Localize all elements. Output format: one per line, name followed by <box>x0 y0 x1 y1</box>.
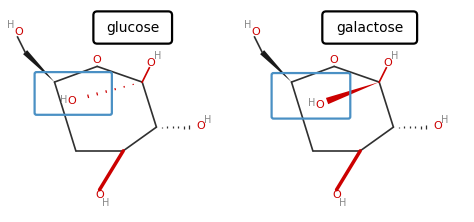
FancyBboxPatch shape <box>93 11 172 44</box>
Text: O: O <box>147 58 155 68</box>
Polygon shape <box>260 50 292 82</box>
Text: O: O <box>93 55 101 65</box>
Text: H: H <box>7 20 14 30</box>
Text: H: H <box>154 52 162 61</box>
Text: O: O <box>196 121 205 131</box>
Text: O: O <box>14 27 23 37</box>
FancyBboxPatch shape <box>322 11 417 44</box>
Text: H: H <box>339 198 347 208</box>
Text: glucose: glucose <box>106 20 159 34</box>
Text: H: H <box>244 20 251 30</box>
Text: O: O <box>251 27 260 37</box>
Text: O: O <box>433 121 442 131</box>
Text: H: H <box>391 52 399 61</box>
Text: O: O <box>316 100 324 110</box>
Text: H: H <box>60 95 68 105</box>
Polygon shape <box>326 82 379 104</box>
Text: O: O <box>384 58 392 68</box>
Text: O: O <box>330 55 338 65</box>
Text: H: H <box>204 115 212 125</box>
Text: O: O <box>332 190 341 200</box>
Text: H: H <box>308 98 316 108</box>
Text: H: H <box>102 198 110 208</box>
Text: H: H <box>441 115 449 125</box>
Text: galactose: galactose <box>336 20 403 34</box>
Text: O: O <box>68 96 76 106</box>
Polygon shape <box>23 50 55 82</box>
Text: O: O <box>95 190 104 200</box>
